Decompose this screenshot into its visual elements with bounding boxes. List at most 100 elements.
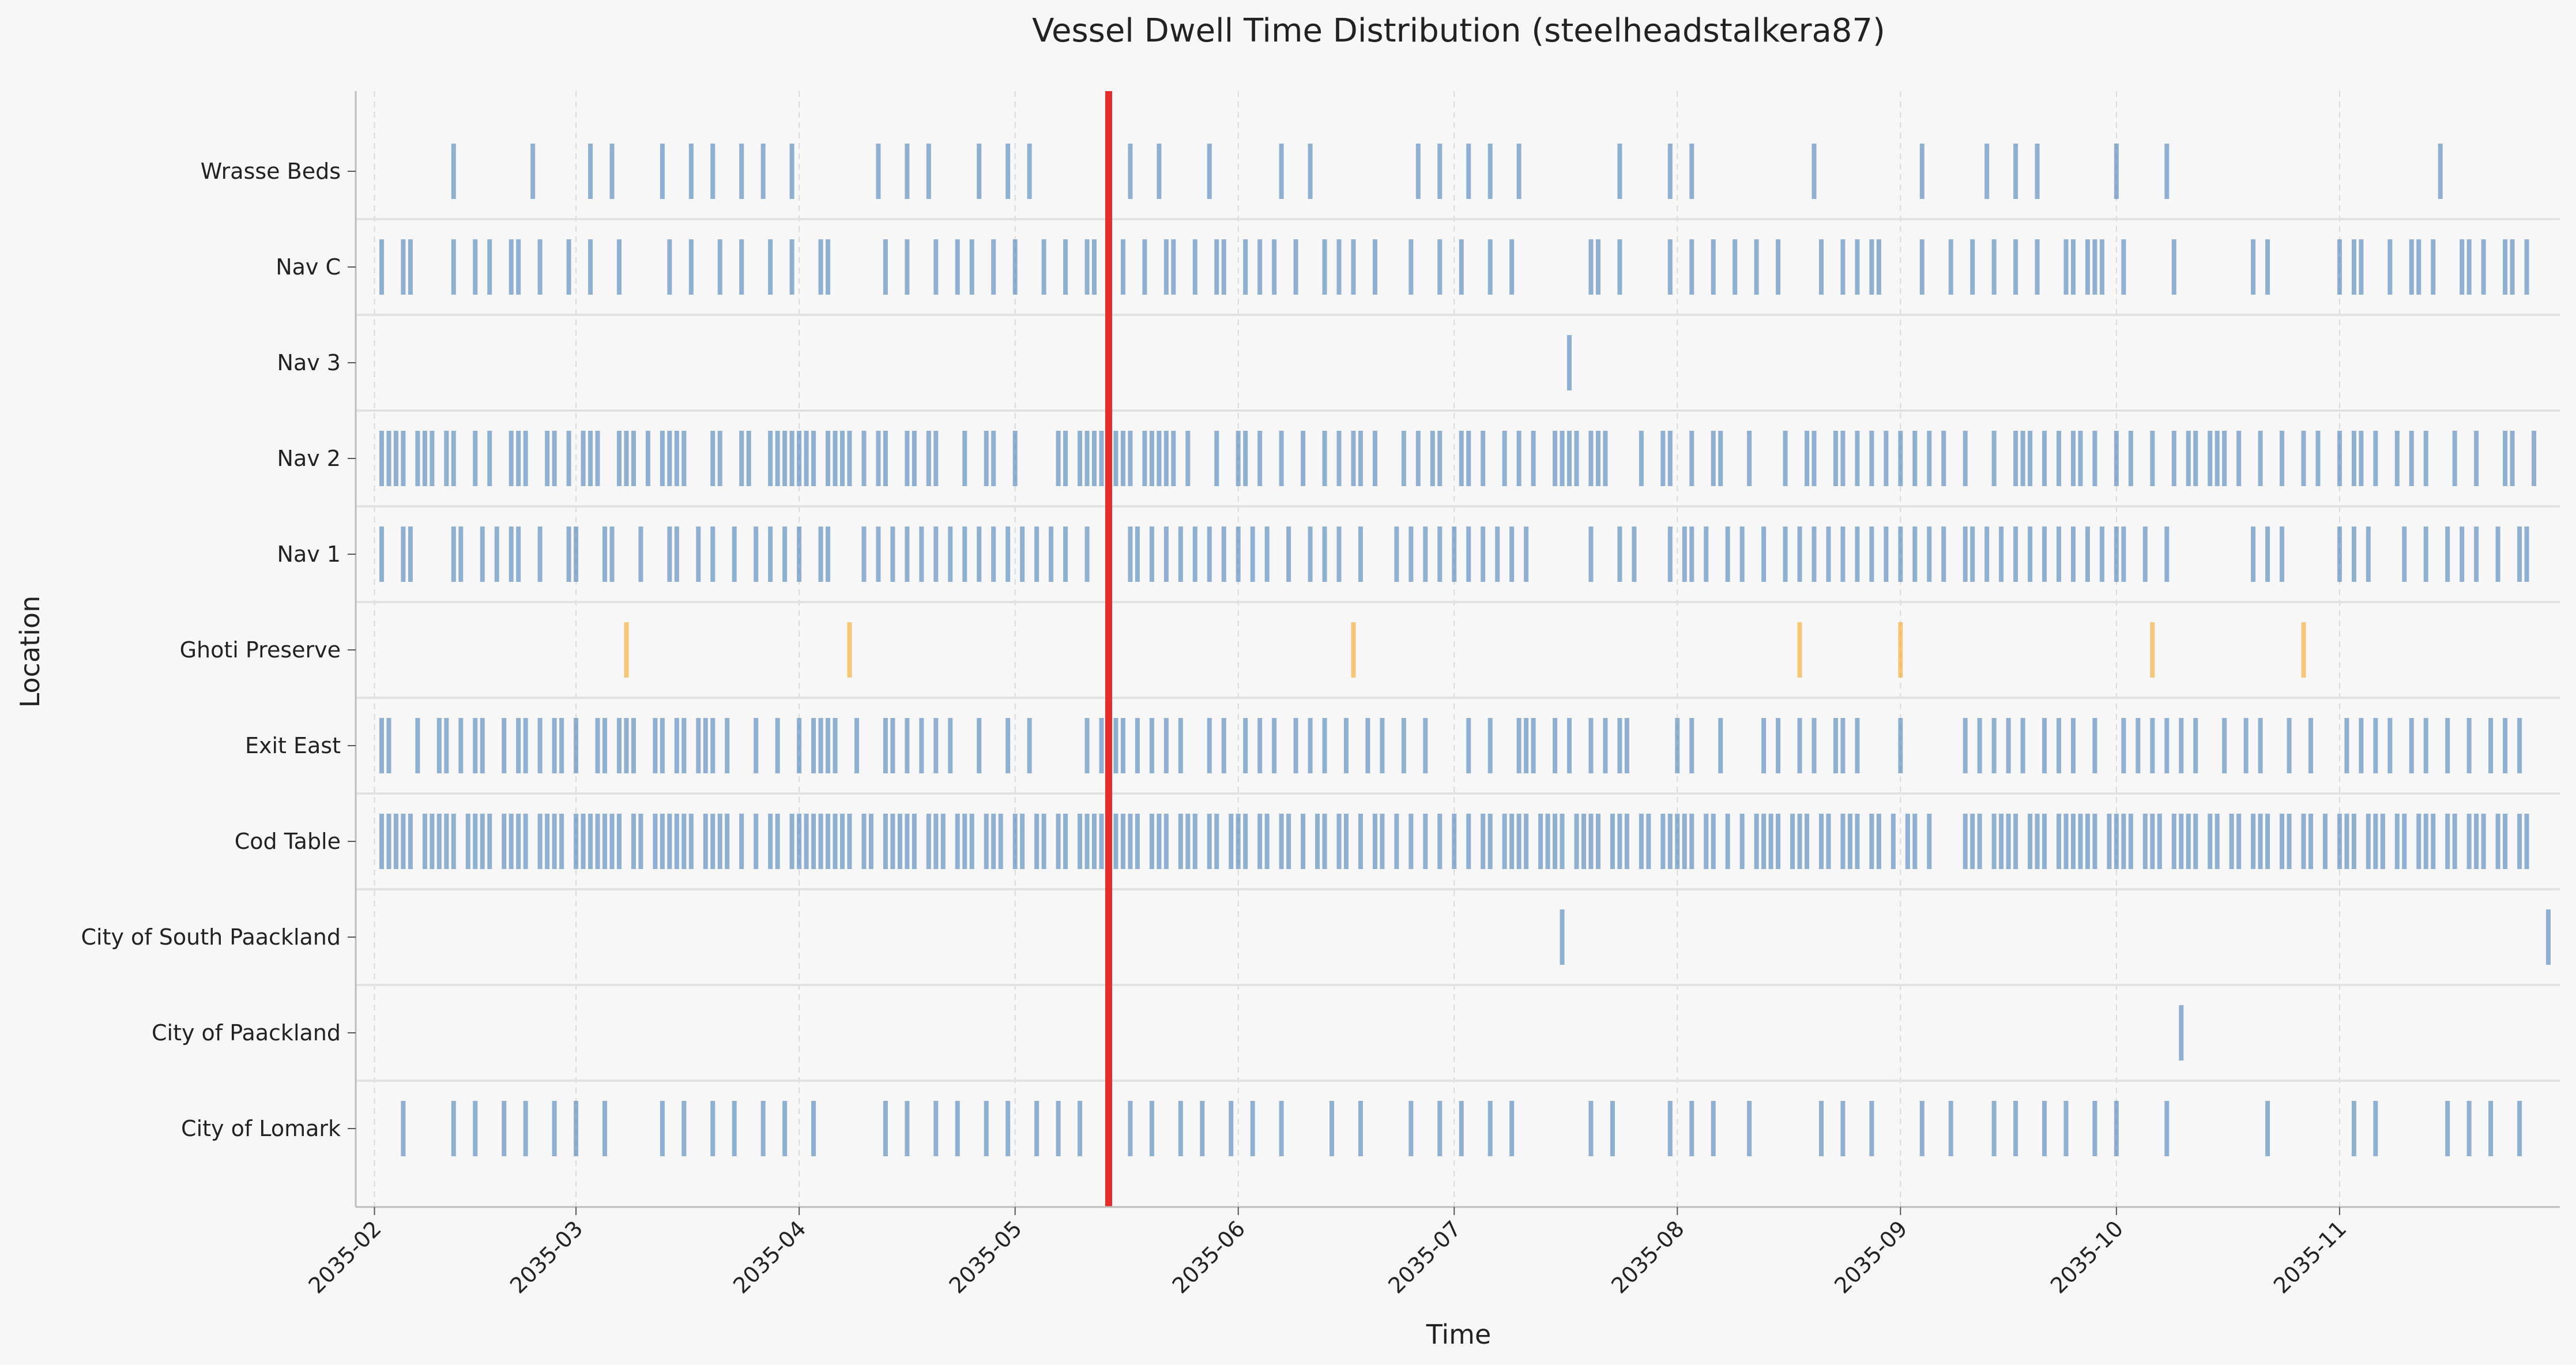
event-bar (1063, 239, 1068, 295)
event-bar (595, 718, 600, 773)
event-bar (2070, 718, 2076, 773)
event-bar (1646, 814, 1651, 869)
event-bar (1322, 814, 1327, 869)
event-bar (905, 814, 910, 869)
event-bar (2409, 431, 2414, 486)
event-bar (1099, 814, 1104, 869)
event-bar (2164, 527, 2170, 582)
event-bar (2035, 144, 2040, 199)
event-bar (833, 814, 838, 869)
event-bar (1322, 239, 1327, 295)
event-bar (1617, 144, 1622, 199)
event-bar (502, 814, 507, 869)
event-bar (1279, 431, 1284, 486)
event-bar (984, 1101, 989, 1156)
event-bar (1459, 239, 1464, 295)
event-bar (1163, 814, 1169, 869)
event-bar (581, 814, 586, 869)
event-bar (2114, 431, 2119, 486)
event-bar (883, 718, 888, 773)
event-bar (710, 527, 715, 582)
event-bar (1689, 814, 1694, 869)
event-bar (717, 431, 722, 486)
event-bar (2373, 431, 2378, 486)
event-bar (631, 814, 636, 869)
event-bar (826, 431, 831, 486)
event-bar (1343, 814, 1349, 869)
event-bar (1157, 144, 1162, 199)
event-bar (1898, 431, 1903, 486)
event-bar (1163, 239, 1169, 295)
x-axis-title: Time (1426, 1319, 1492, 1350)
event-bar (667, 814, 672, 869)
event-bar (2028, 431, 2033, 486)
event-bar (1574, 814, 1579, 869)
event-bar (1524, 527, 1529, 582)
event-bar (754, 718, 759, 773)
event-bar (2136, 718, 2141, 773)
event-bar (1739, 527, 1745, 582)
event-bar (782, 1101, 788, 1156)
event-bar (1704, 527, 1709, 582)
event-bar (861, 814, 867, 869)
event-bar (1243, 431, 1248, 486)
event-bar (2013, 814, 2018, 869)
event-bar (1092, 239, 1097, 295)
event-bar (962, 527, 967, 582)
event-bar (955, 1101, 960, 1156)
event-bar (1163, 527, 1169, 582)
event-bar (1149, 431, 1154, 486)
event-bar (401, 239, 406, 295)
event-bar (2121, 718, 2126, 773)
event-bar (2121, 239, 2126, 295)
event-bar (1430, 431, 1435, 486)
event-bar (2351, 1101, 2356, 1156)
event-bar (1408, 1101, 1414, 1156)
event-bar (1797, 718, 1802, 773)
event-bar (739, 144, 744, 199)
event-bar (775, 814, 780, 869)
event-bar (1142, 239, 1147, 295)
event-bar (883, 431, 888, 486)
event-bar (451, 1101, 456, 1156)
event-bar (703, 814, 708, 869)
event-bar (2063, 239, 2069, 295)
event-bar (2035, 814, 2040, 869)
event-bar (616, 239, 622, 295)
event-bar (1308, 718, 1313, 773)
event-bar (1516, 431, 1522, 486)
event-bar (2085, 239, 2090, 295)
event-bar (977, 144, 982, 199)
event-bar (436, 718, 442, 773)
event-bar (2193, 814, 2198, 869)
event-bar (696, 527, 701, 582)
event-bar (2222, 718, 2227, 773)
event-bar (1560, 814, 1565, 869)
event-bar (444, 431, 449, 486)
event-bar (1315, 814, 1320, 869)
event-bar (1113, 814, 1118, 869)
event-bar (1812, 431, 1817, 486)
event-bar (537, 239, 543, 295)
event-bar (2070, 527, 2076, 582)
event-bar (1977, 814, 1982, 869)
event-bar (537, 814, 543, 869)
event-bar (1056, 1101, 1061, 1156)
event-bar (933, 814, 939, 869)
event-bar (379, 239, 384, 295)
event-bar (552, 431, 557, 486)
event-bar (782, 527, 788, 582)
event-bar (797, 431, 802, 486)
event-bar (2229, 814, 2234, 869)
event-bar (1805, 431, 1810, 486)
event-bar (1761, 814, 1767, 869)
y-tick-label: City of Lomark (181, 1116, 341, 1141)
event-bar (473, 239, 478, 295)
event-bar (2510, 239, 2515, 295)
event-bar (1833, 718, 1838, 773)
event-bar (1408, 239, 1414, 295)
event-bar (451, 239, 456, 295)
event-bar (897, 814, 902, 869)
event-bar (1034, 1101, 1040, 1156)
